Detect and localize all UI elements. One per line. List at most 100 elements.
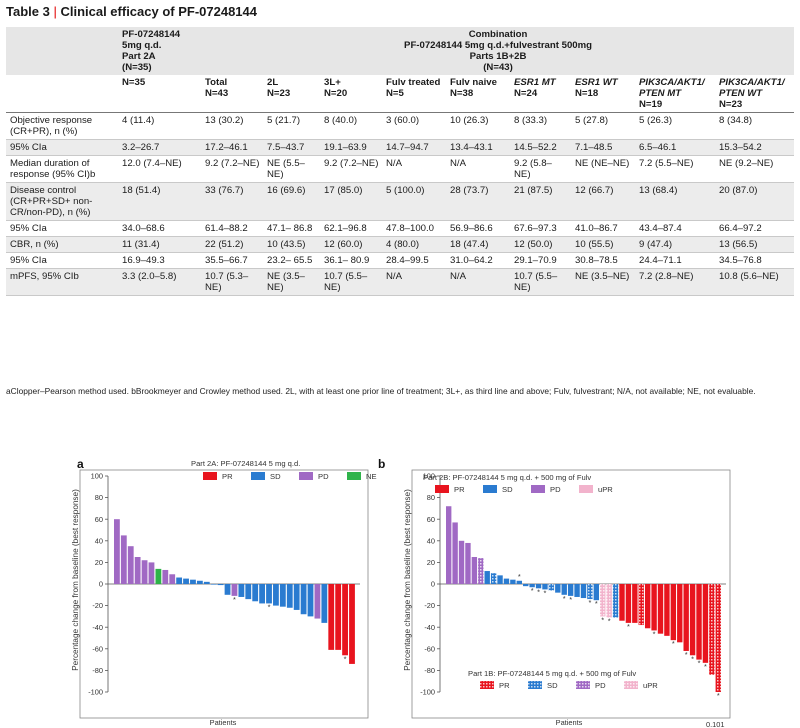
table-cell: 9.2 (7.2–NE)	[320, 155, 382, 183]
bar-pr	[689, 584, 696, 656]
bar-star-marker: *	[563, 594, 566, 603]
table-cell: 4 (80.0)	[382, 236, 446, 253]
bar-sd	[217, 584, 224, 586]
header-mono-line1: PF-07248144	[122, 29, 181, 40]
row-label: 95% CIa	[6, 220, 118, 237]
legend-label-upr: uPR	[643, 681, 658, 690]
y-tick-label: -100	[88, 688, 103, 697]
table-cell: 56.9–86.6	[446, 220, 510, 237]
header-combo-line3: Parts 1B+2B	[469, 51, 527, 62]
table-cell: 17 (85.0)	[320, 182, 382, 221]
table-cell: NE (9.2–NE)	[715, 155, 795, 183]
bar-sd	[176, 577, 183, 584]
bar-pd	[134, 557, 141, 584]
table-cell: 31.0–64.2	[446, 252, 510, 269]
table-cell: 19.1–63.9	[320, 139, 382, 156]
waterfall-figure: a b Part 2A: PF-07248144 5 mg q.d. Part …	[71, 457, 731, 728]
table-cell: 13 (68.4)	[635, 182, 715, 221]
bar-pd	[314, 584, 321, 619]
table-cell: 5 (27.8)	[571, 112, 635, 140]
table-cell: 7.1–48.5	[571, 139, 635, 156]
table-cell: 29.1–70.9	[510, 252, 571, 269]
bar-star-marker: *	[344, 654, 347, 663]
bar-star-marker: *	[544, 588, 547, 597]
table-cell: 43.4–87.4	[635, 220, 715, 237]
table-label: Table 3	[6, 4, 50, 19]
bar-pr	[664, 584, 670, 636]
bar-sd	[203, 581, 210, 584]
bar-pd	[452, 522, 458, 584]
bar-pr	[696, 584, 702, 660]
table-cell: 47.1– 86.8	[263, 220, 320, 237]
bar-sd	[523, 584, 529, 587]
table-cell: 8 (34.8)	[715, 112, 795, 140]
table-cell: 4 (11.4)	[118, 112, 201, 140]
table-body: Objective response (CR+PR), n (%) 4 (11.4…	[6, 112, 795, 296]
bar-pr	[677, 584, 683, 643]
panel-a-ylabel: Percentage change from baseline (best re…	[71, 489, 80, 671]
row-label: CBR, n (%)	[6, 236, 118, 253]
header-combination: Combination PF-07248144 5mg q.d.+fulvest…	[201, 27, 795, 75]
bar-pr	[670, 584, 677, 641]
bar-star-marker: *	[691, 654, 694, 663]
table-title-text: Clinical efficacy of PF-07248144	[60, 4, 257, 19]
subheader-empty	[6, 75, 118, 113]
row-label: Median duration of response (95% CI)b	[6, 155, 118, 183]
y-tick-label: 20	[95, 558, 103, 567]
subheader-n: N=20	[324, 88, 348, 99]
bar-sd	[587, 584, 593, 600]
table-cell: 9.2 (7.2–NE)	[201, 155, 263, 183]
bar-pr	[625, 584, 632, 623]
table-cell: 28 (73.7)	[446, 182, 510, 221]
bar-pd	[478, 558, 484, 584]
bar-pd	[120, 535, 127, 584]
panel-b-letter: b	[378, 457, 385, 471]
table-cell: 22 (51.2)	[201, 236, 263, 253]
table-cell: 13.4–43.1	[446, 139, 510, 156]
table-row: Median duration of response (95% CI)b 12.…	[6, 155, 795, 183]
table-cell: 28.4–99.5	[382, 252, 446, 269]
bar-star-marker: *	[653, 629, 656, 638]
table-cell: N/A	[382, 155, 446, 183]
bar-sd	[190, 579, 196, 584]
legend-swatch-upr	[624, 681, 638, 689]
bar-sd	[497, 575, 503, 584]
table-cell: 6.5–46.1	[635, 139, 715, 156]
table-cell: 5 (21.7)	[263, 112, 320, 140]
subheader-n: N=23	[719, 99, 743, 110]
bar-sd	[266, 584, 272, 604]
legend-label-upr: uPR	[598, 485, 613, 494]
table-cell: 33 (76.7)	[201, 182, 263, 221]
subheader-cell: Fulv treated N=5	[382, 75, 446, 113]
bar-sd	[273, 584, 279, 606]
table-cell: 9.2 (5.8–NE)	[510, 155, 571, 183]
y-tick-label: -60	[92, 644, 103, 653]
panel-b-legend-title: Part 2B: PF-07248144 5 mg q.d. + 500 mg …	[423, 473, 591, 482]
table-cell: 3.3 (2.0–5.8)	[118, 268, 201, 296]
subheader-n: N=38	[450, 88, 474, 99]
subheader-label: Fulv treated	[386, 77, 441, 88]
row-label: mPFS, 95% CIb	[6, 268, 118, 296]
bar-star-marker: *	[685, 650, 688, 659]
legend-swatch-upr	[579, 485, 593, 493]
bar-sd	[183, 578, 189, 584]
table-cell: 13 (30.2)	[201, 112, 263, 140]
legend-swatch-pr	[480, 681, 494, 689]
bar-sd	[238, 584, 245, 597]
bar-sd	[245, 584, 252, 600]
legend-swatch-pr	[203, 472, 217, 480]
bar-pr	[638, 584, 644, 626]
subheader-label: 3L+	[324, 77, 341, 88]
bar-sd	[279, 584, 286, 607]
bar-sd	[210, 584, 217, 585]
bar-pr	[619, 584, 625, 621]
panel-a-letter: a	[77, 457, 84, 471]
bar-upr	[606, 584, 612, 618]
legend-label-sd: SD	[502, 485, 513, 494]
panel-b-note: 0.101	[706, 720, 725, 728]
header-mono-line3: Part 2A	[122, 51, 156, 62]
y-tick-label: -100	[420, 688, 435, 697]
bar-sd	[484, 571, 490, 584]
table-cell: 7.2 (2.8–NE)	[635, 268, 715, 296]
bar-sd	[542, 584, 548, 590]
